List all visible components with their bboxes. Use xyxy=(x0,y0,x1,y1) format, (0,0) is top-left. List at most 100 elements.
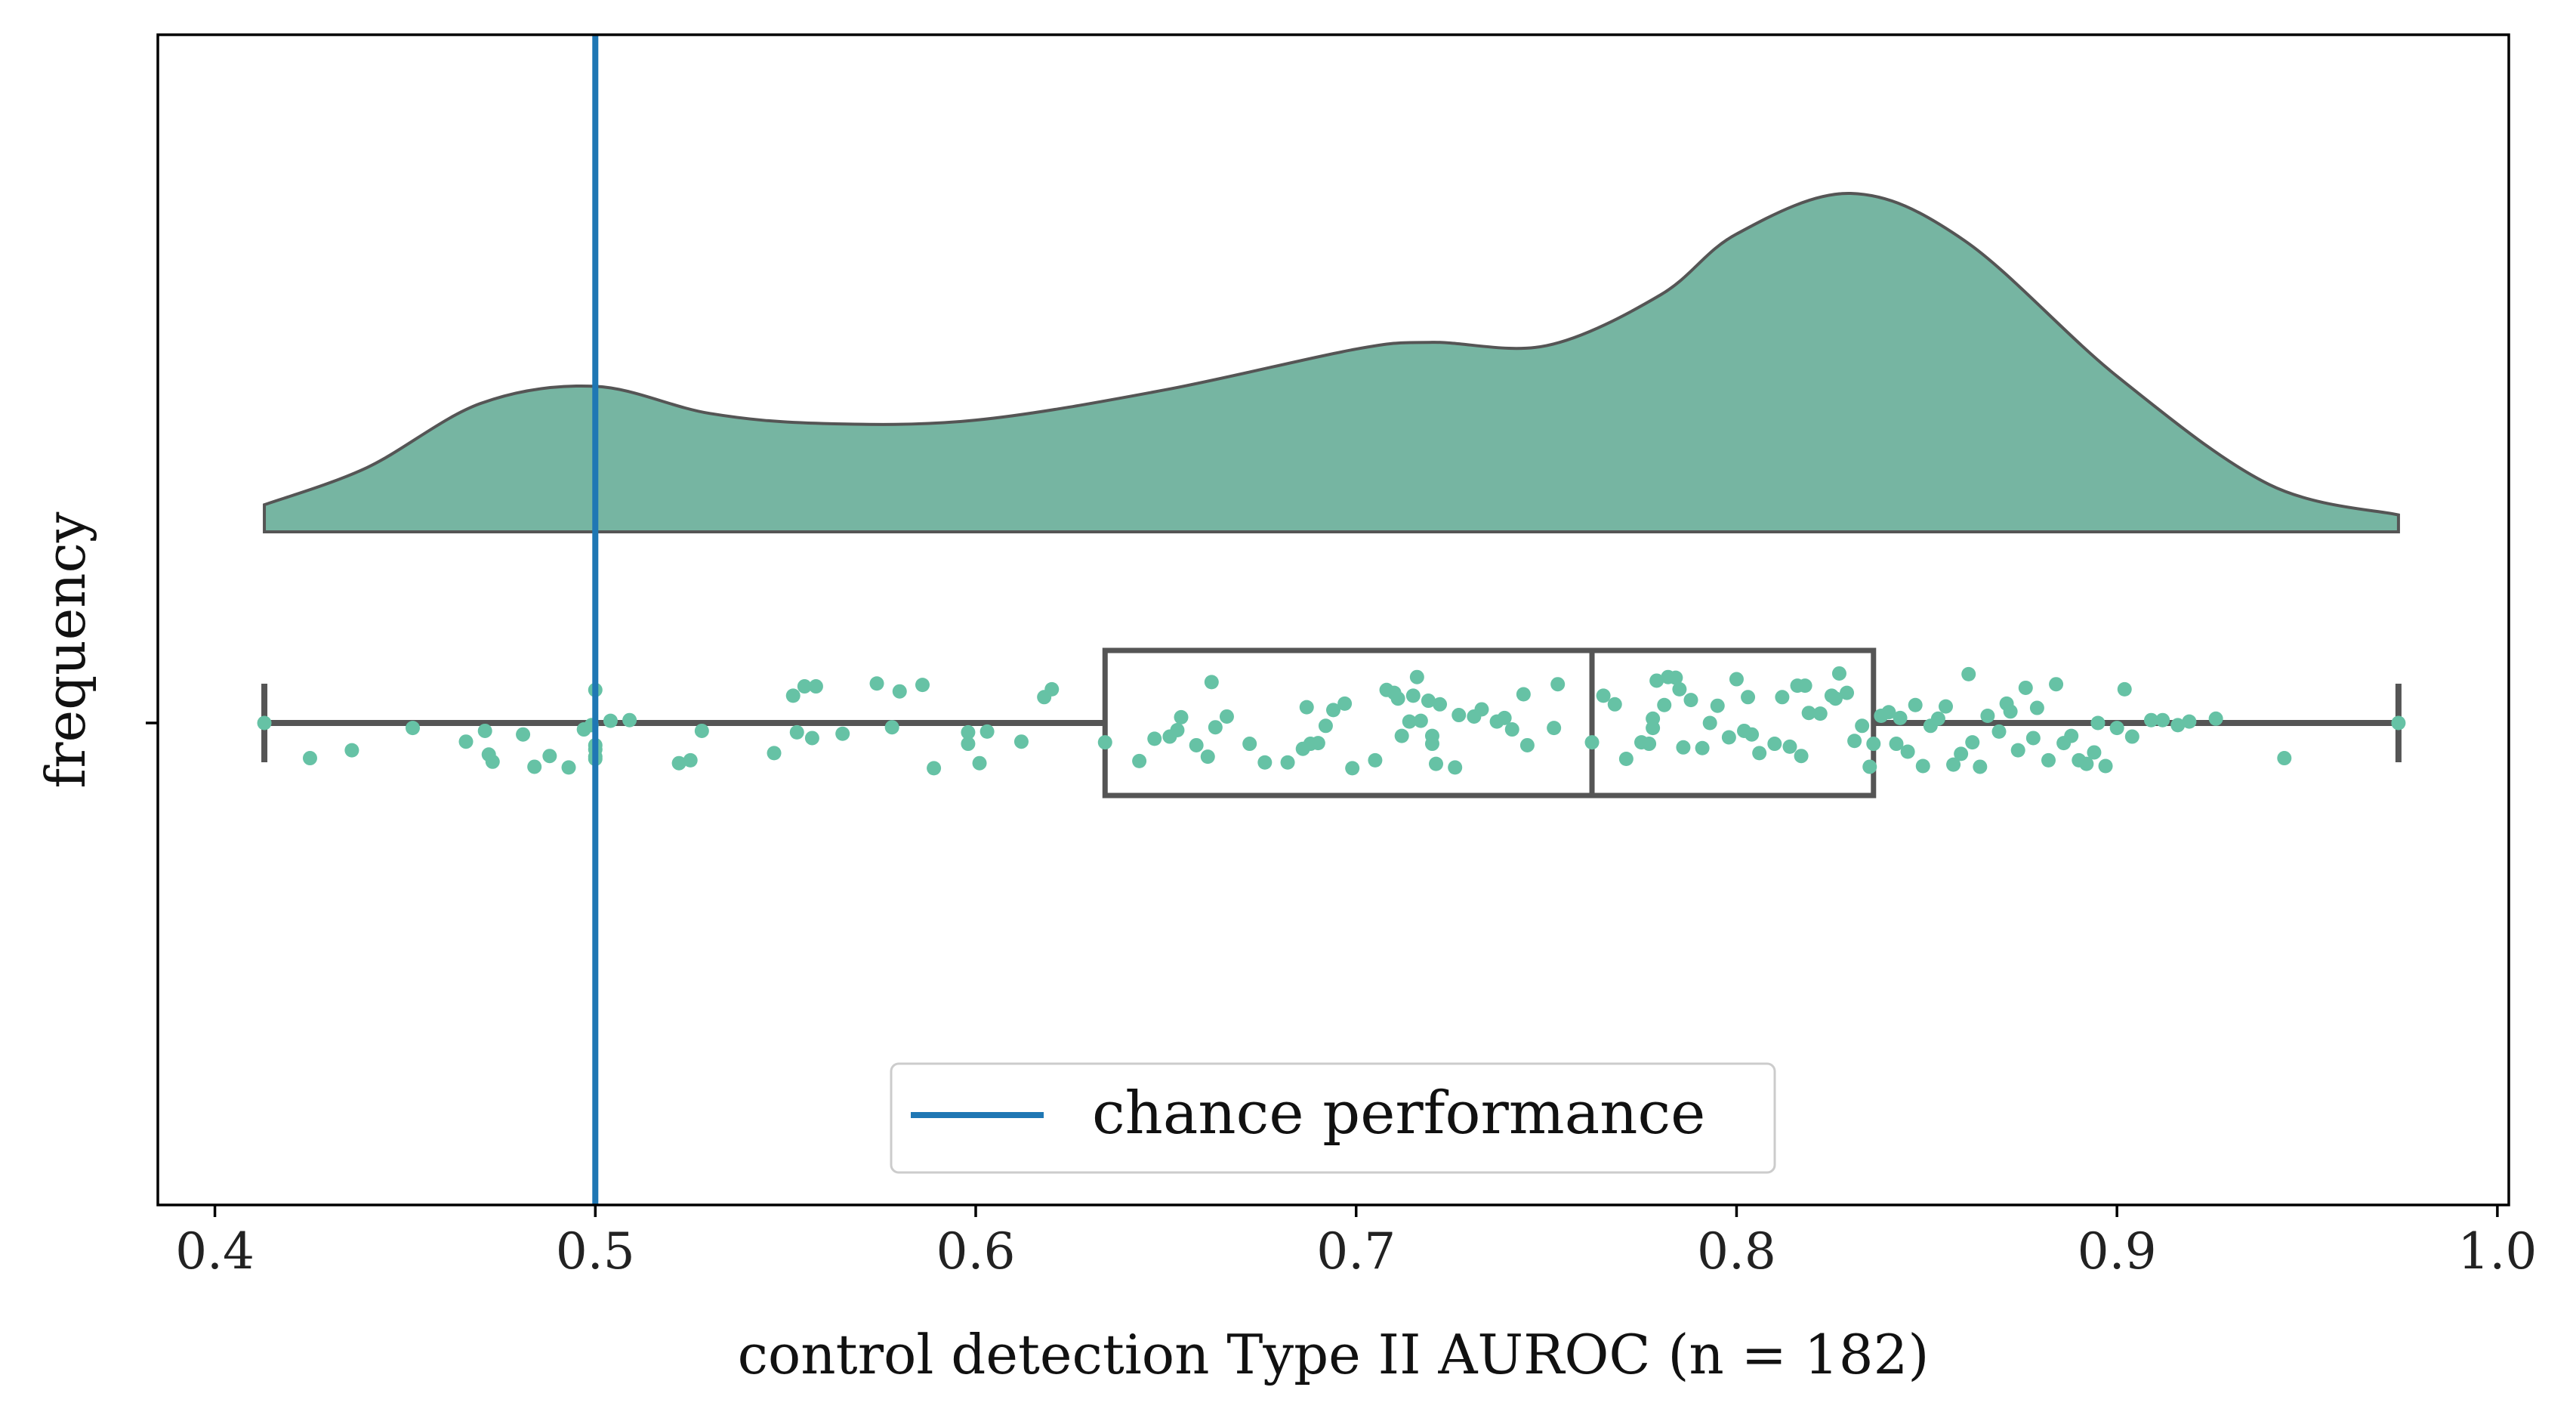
legend-frame xyxy=(890,1062,1776,1174)
legend: chance performance xyxy=(890,1062,1776,1174)
data-point xyxy=(683,752,698,768)
data-point xyxy=(1797,678,1812,694)
data-point xyxy=(1147,731,1162,746)
x-axis-label: control detection Type II AUROC (n = 182… xyxy=(738,1323,1930,1386)
data-point xyxy=(2124,729,2139,744)
data-point xyxy=(2018,680,2033,695)
data-point xyxy=(1208,720,1223,735)
data-point xyxy=(1649,673,1664,688)
x-tick-label: 0.4 xyxy=(175,1222,255,1281)
data-point xyxy=(1097,735,1112,750)
data-point xyxy=(1013,734,1029,749)
x-tick-label: 0.6 xyxy=(936,1222,1016,1281)
data-point xyxy=(1946,757,1961,772)
data-point xyxy=(1741,690,1756,705)
data-point xyxy=(1855,718,1870,734)
data-point xyxy=(2064,728,2079,743)
data-point xyxy=(1710,698,1725,713)
data-point xyxy=(979,724,995,739)
data-point xyxy=(2391,715,2406,731)
data-point xyxy=(1729,672,1744,687)
x-tick-label: 0.8 xyxy=(1697,1222,1776,1281)
data-point xyxy=(458,734,474,749)
data-point xyxy=(1310,736,1325,751)
data-point xyxy=(1840,685,1855,700)
data-point xyxy=(1831,666,1846,681)
data-point xyxy=(1174,709,1189,724)
data-point xyxy=(2117,681,2132,697)
data-point xyxy=(1409,669,1424,684)
data-point xyxy=(2277,751,2292,766)
data-point xyxy=(1683,693,1698,708)
data-point xyxy=(1646,711,1661,726)
data-point xyxy=(1618,752,1634,766)
data-point xyxy=(2144,712,2159,728)
data-point xyxy=(1337,696,1353,711)
data-point xyxy=(622,712,637,728)
data-point xyxy=(2029,700,2044,715)
data-point xyxy=(927,761,942,776)
data-point xyxy=(1954,746,1969,762)
data-point xyxy=(1429,756,1444,771)
data-point xyxy=(835,726,850,741)
data-point xyxy=(1368,752,1383,768)
data-point xyxy=(1642,737,1657,752)
data-point xyxy=(1242,737,1257,752)
data-point xyxy=(2079,756,2094,771)
data-point xyxy=(1200,749,1215,765)
data-point xyxy=(405,721,420,736)
data-point xyxy=(1812,706,1828,721)
plot-frame xyxy=(156,33,2510,1206)
data-point xyxy=(1965,735,1980,750)
data-point xyxy=(1326,703,1340,718)
strip-points xyxy=(257,666,2406,776)
data-point xyxy=(1676,740,1691,755)
data-point xyxy=(1519,737,1535,752)
data-point xyxy=(1394,728,1409,743)
x-tick-label: 0.9 xyxy=(2078,1222,2157,1281)
data-point xyxy=(1413,713,1428,728)
data-point xyxy=(2041,752,2056,768)
data-point xyxy=(1170,723,1185,737)
data-point xyxy=(1280,755,1295,770)
data-point xyxy=(1421,694,1436,709)
data-point xyxy=(344,743,359,758)
data-point xyxy=(1318,718,1333,734)
data-point xyxy=(1584,735,1600,750)
data-point xyxy=(1550,677,1566,692)
boxplot xyxy=(261,647,2402,799)
data-point xyxy=(671,755,686,771)
data-point xyxy=(1828,691,1843,706)
data-point xyxy=(1980,709,1995,723)
data-point xyxy=(797,679,812,694)
data-point xyxy=(1219,709,1234,724)
data-point xyxy=(1847,734,1862,749)
data-point xyxy=(485,754,500,769)
boxplot-iqr-box xyxy=(1102,647,1877,799)
data-point xyxy=(1973,759,1988,774)
data-point xyxy=(302,751,317,766)
data-point xyxy=(257,715,272,731)
data-point xyxy=(1547,721,1562,736)
data-point xyxy=(1474,702,1489,717)
data-point xyxy=(1862,759,1877,774)
data-point xyxy=(1204,675,1219,690)
data-point xyxy=(1657,697,1672,712)
data-point xyxy=(1900,744,1915,759)
data-point xyxy=(1908,697,1923,712)
data-point xyxy=(1782,739,1797,754)
data-point xyxy=(542,749,557,764)
data-point xyxy=(1390,691,1405,706)
data-point xyxy=(1930,711,1945,726)
data-point xyxy=(1794,749,1809,764)
data-point xyxy=(1504,722,1519,737)
x-tick-label: 1.0 xyxy=(2457,1222,2537,1281)
data-point xyxy=(1991,724,2007,739)
density-layer xyxy=(263,191,2400,533)
data-point xyxy=(1132,753,1147,768)
data-point xyxy=(1695,740,1710,755)
data-point xyxy=(1405,688,1421,703)
data-point xyxy=(1345,761,1360,776)
y-axis-label: frequency xyxy=(34,511,97,788)
